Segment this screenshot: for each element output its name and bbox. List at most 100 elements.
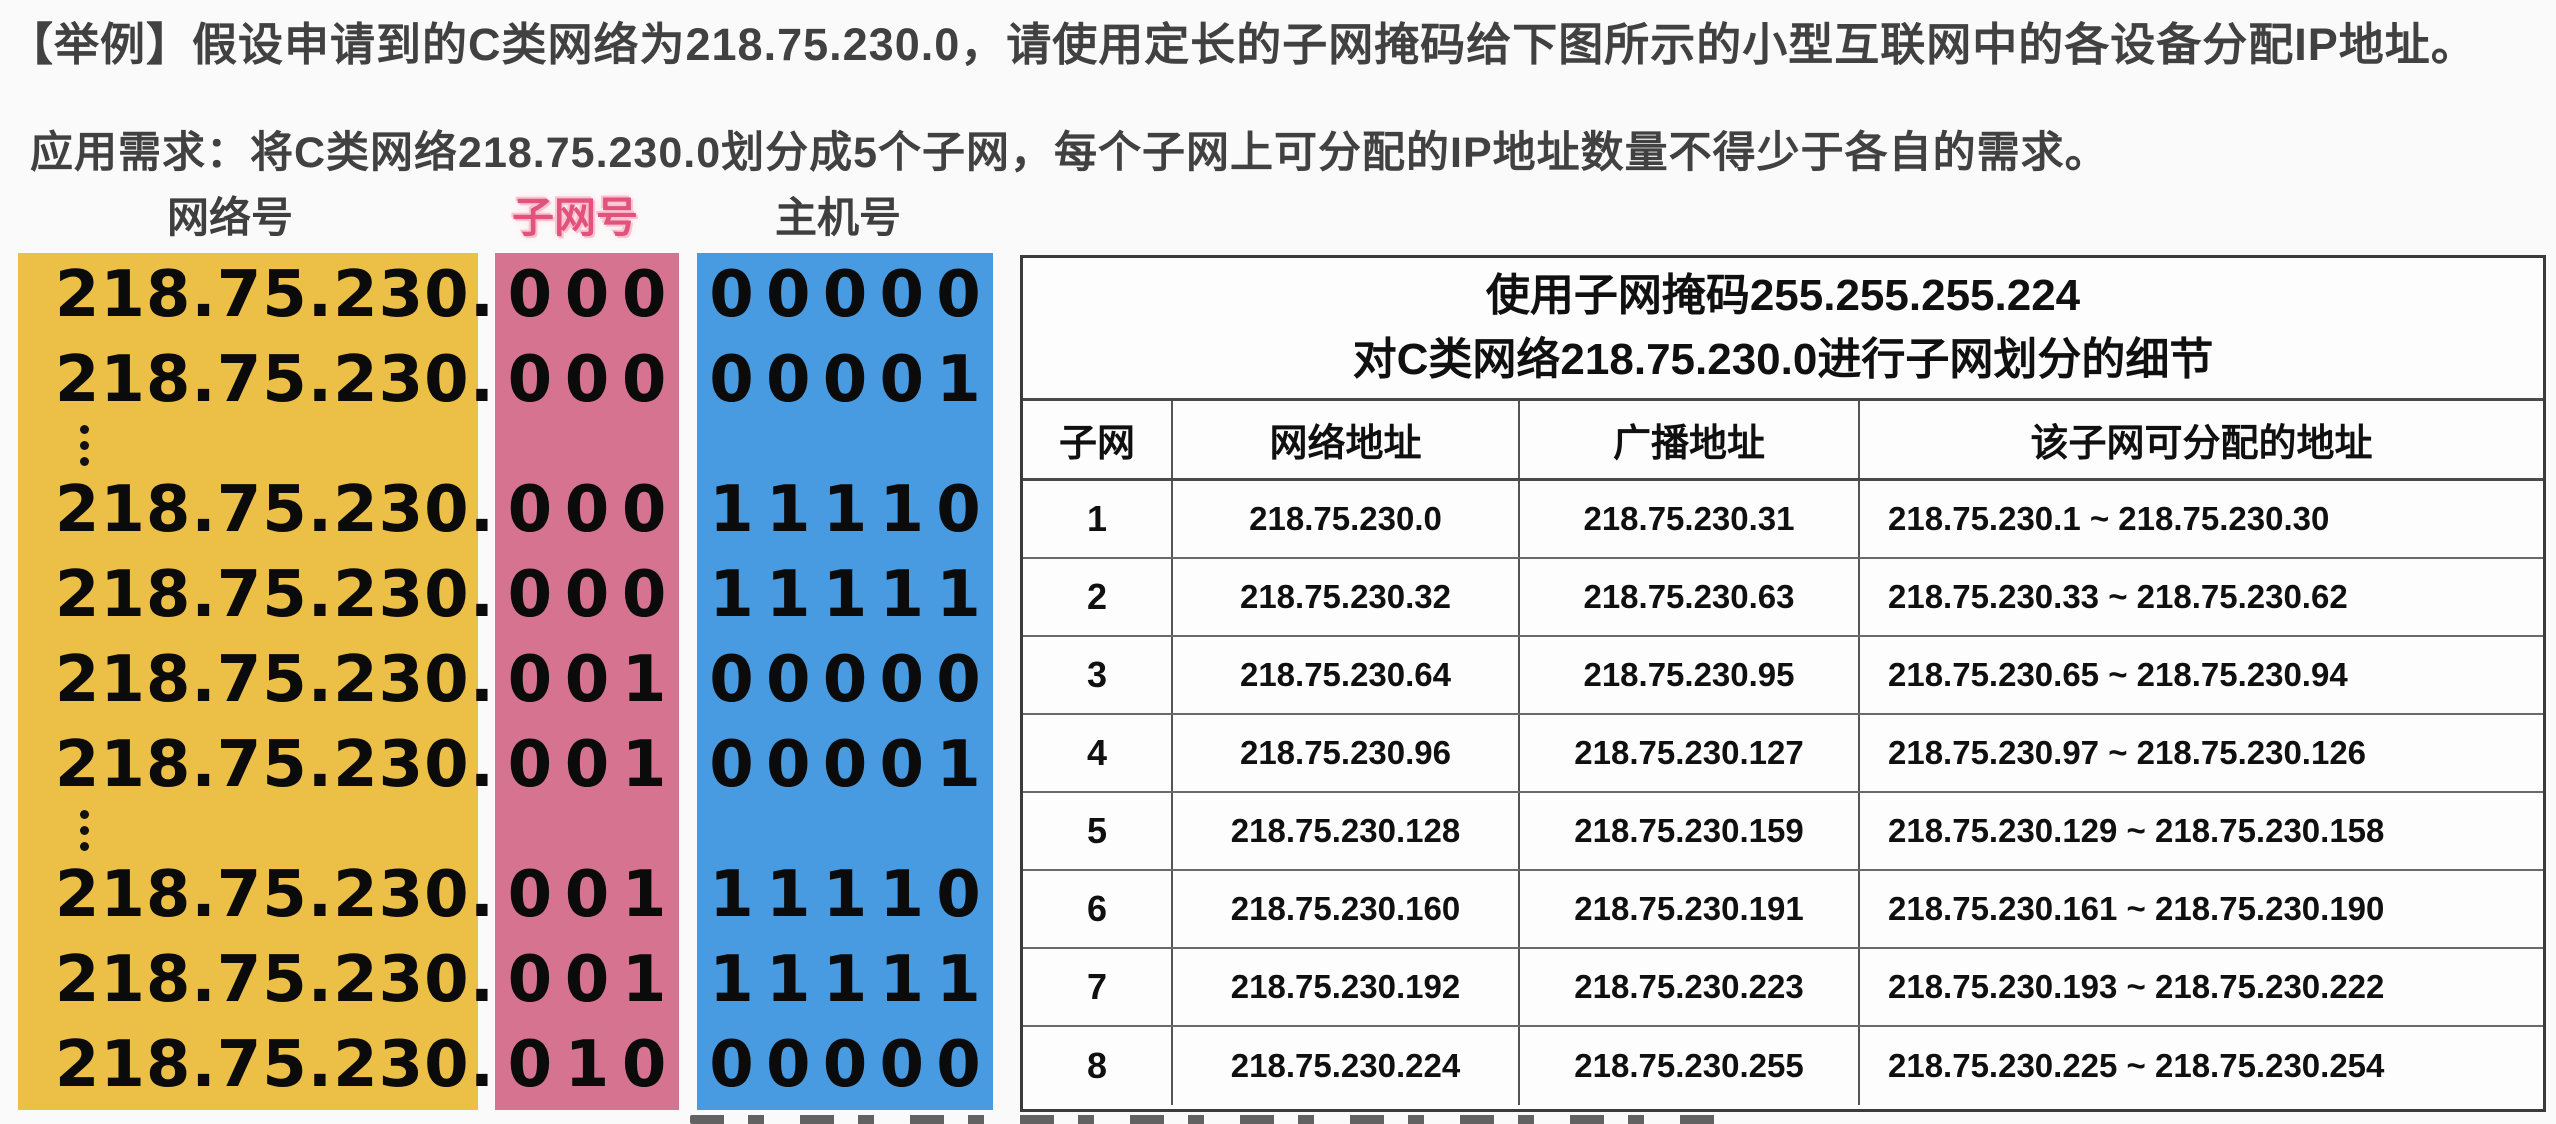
- bit-digit: 0: [879, 343, 924, 417]
- bit-digit: 0: [564, 858, 610, 932]
- bit-digit: 0: [879, 1028, 924, 1102]
- ip-prefix: 218.75.230.: [54, 473, 495, 547]
- bit-digit: 0: [936, 643, 981, 717]
- network-field-label: 网络号: [166, 194, 294, 241]
- ip-prefix: 218.75.230.: [54, 943, 495, 1017]
- table-header-row: 子网 网络地址 广播地址 该子网可分配的地址: [1023, 401, 2543, 481]
- bit-digit: 0: [936, 1028, 981, 1102]
- bit-digit: 1: [765, 943, 811, 1017]
- assignable-range: 218.75.230.33 ~ 218.75.230.62: [1888, 578, 2348, 615]
- network-column-block: [18, 253, 478, 1110]
- bit-digit: 0: [564, 943, 610, 1017]
- bit-digit: 1: [936, 558, 981, 632]
- bit-digit: 0: [765, 1028, 811, 1102]
- bit-digit: 0: [507, 343, 553, 417]
- bit-digit: 1: [822, 473, 868, 547]
- bit-digit: 0: [936, 473, 981, 547]
- bit-digit: 1: [709, 858, 754, 932]
- bit-digit: 0: [621, 558, 667, 632]
- broadcast-address: 218.75.230.223: [1520, 949, 1860, 1025]
- host-field-label: 主机号: [774, 194, 902, 241]
- broadcast-address: 218.75.230.255: [1520, 1027, 1860, 1105]
- assignable-range: 218.75.230.161 ~ 218.75.230.190: [1888, 890, 2385, 927]
- bit-digit: 0: [765, 258, 811, 332]
- bit-digit: 0: [564, 258, 610, 332]
- bit-digit: 0: [765, 343, 811, 417]
- header-network-address: 网络地址: [1173, 401, 1520, 478]
- bit-digit: 0: [621, 343, 667, 417]
- bit-digit: 1: [879, 858, 924, 932]
- bit-digit: 1: [621, 858, 667, 932]
- bit-digit: 0: [879, 643, 924, 717]
- bit-digit: 0: [822, 1028, 868, 1102]
- bit-digit: 0: [709, 728, 754, 802]
- network-address: 218.75.230.160: [1173, 871, 1520, 947]
- ip-prefix: 218.75.230.: [54, 1028, 495, 1102]
- table-title-line1: 使用子网掩码255.255.255.224: [1485, 271, 2081, 320]
- bit-digit: 0: [936, 258, 981, 332]
- subnet-id: 8: [1023, 1027, 1173, 1105]
- bit-digit: 1: [879, 943, 924, 1017]
- table-row: 2 218.75.230.32 218.75.230.63 218.75.230…: [1023, 559, 2543, 637]
- table-row: 3 218.75.230.64 218.75.230.95 218.75.230…: [1023, 637, 2543, 715]
- bit-digit: 1: [709, 558, 754, 632]
- table-row: 7 218.75.230.192 218.75.230.223 218.75.2…: [1023, 949, 2543, 1027]
- assignable-range: 218.75.230.225 ~ 218.75.230.254: [1888, 1047, 2385, 1084]
- header-assignable-range: 该子网可分配的地址: [2030, 423, 2373, 465]
- assignable-range: 218.75.230.129 ~ 218.75.230.158: [1888, 812, 2385, 849]
- bit-digit: 1: [765, 858, 811, 932]
- bit-digit: 0: [709, 643, 754, 717]
- bit-digit: 0: [822, 258, 868, 332]
- bit-digit: 1: [879, 473, 924, 547]
- bit-digit: 0: [765, 728, 811, 802]
- network-address: 218.75.230.192: [1173, 949, 1520, 1025]
- bit-digit: 0: [879, 258, 924, 332]
- table-row: 8 218.75.230.224 218.75.230.255 218.75.2…: [1023, 1027, 2543, 1105]
- subnet-division-table: 使用子网掩码255.255.255.224 对C类网络218.75.230.0进…: [1020, 255, 2546, 1112]
- ip-prefix: 218.75.230.: [54, 343, 495, 417]
- subnet-id: 6: [1023, 871, 1173, 947]
- ip-prefix: 218.75.230.: [54, 643, 495, 717]
- bit-digit: 1: [936, 728, 981, 802]
- network-address: 218.75.230.32: [1173, 559, 1520, 635]
- table-title-line2: 对C类网络218.75.230.0进行子网划分的细节: [1352, 335, 2214, 384]
- bit-digit: 1: [936, 343, 981, 417]
- table-row: 6 218.75.230.160 218.75.230.191 218.75.2…: [1023, 871, 2543, 949]
- assignable-range: 218.75.230.97 ~ 218.75.230.126: [1888, 734, 2367, 771]
- bit-digit: 0: [564, 728, 610, 802]
- subnet-id: 5: [1023, 793, 1173, 869]
- ellipsis: [18, 808, 993, 853]
- network-address: 218.75.230.0: [1173, 481, 1520, 557]
- bit-digit: 1: [765, 473, 811, 547]
- bit-digit: 0: [621, 473, 667, 547]
- bit-digit: 1: [822, 943, 868, 1017]
- bit-digit: 1: [822, 858, 868, 932]
- ip-prefix: 218.75.230.: [54, 858, 495, 932]
- bit-digit: 1: [621, 728, 667, 802]
- table-row: 5 218.75.230.128 218.75.230.159 218.75.2…: [1023, 793, 2543, 871]
- broadcast-address: 218.75.230.95: [1520, 637, 1860, 713]
- header-broadcast-address: 广播地址: [1520, 401, 1860, 478]
- bit-digit: 0: [564, 643, 610, 717]
- assignable-range: 218.75.230.193 ~ 218.75.230.222: [1888, 968, 2385, 1005]
- bit-digit: 0: [507, 943, 553, 1017]
- bit-digit: 1: [709, 943, 754, 1017]
- bit-digit: 0: [822, 728, 868, 802]
- table-row: 4 218.75.230.96 218.75.230.127 218.75.23…: [1023, 715, 2543, 793]
- broadcast-address: 218.75.230.191: [1520, 871, 1860, 947]
- bit-digit: 1: [765, 558, 811, 632]
